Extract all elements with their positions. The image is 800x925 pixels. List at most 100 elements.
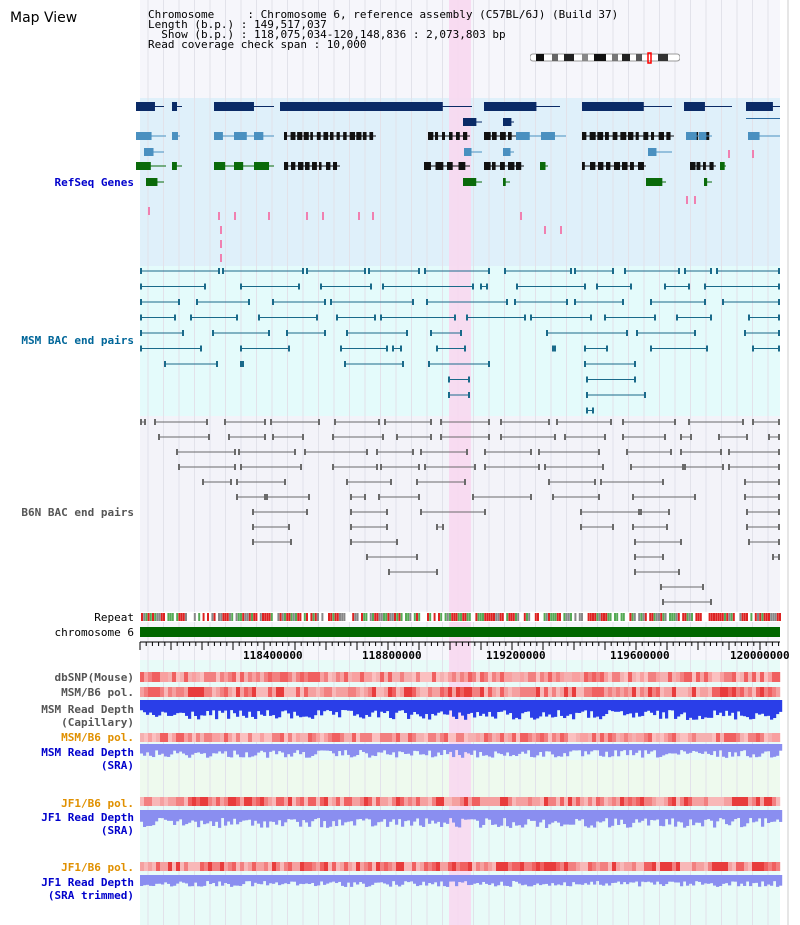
heat-cell [592, 672, 597, 682]
heat-cell [496, 733, 501, 742]
depth-bar [482, 744, 486, 756]
refseq-genes-layer[interactable] [136, 102, 780, 262]
heat-cell [508, 862, 513, 871]
depth-bar [275, 875, 279, 883]
heat-cell [396, 687, 401, 697]
heat-cell [656, 672, 661, 682]
depth-bar [497, 875, 501, 886]
b6n-bac-pair-end [778, 524, 780, 530]
depth-bar [674, 700, 678, 719]
depth-bar [407, 875, 411, 883]
heat-cell [740, 862, 745, 871]
heat-cell [408, 672, 413, 682]
heat-cell [376, 687, 381, 697]
b6n-bac-pair-end [332, 464, 334, 470]
depth-bar [599, 744, 603, 756]
heat-cell [688, 797, 693, 806]
depth-bar [704, 744, 708, 752]
heat-cell [644, 672, 649, 682]
heat-cell [444, 862, 449, 871]
chromosome-bar[interactable] [140, 627, 780, 637]
depth-bar [455, 875, 459, 887]
depth-bar [389, 744, 393, 755]
depth-bar [371, 700, 375, 713]
depth-bar [377, 700, 381, 718]
depth-bar [272, 700, 276, 716]
heat-cell [276, 687, 281, 697]
depth-bar [668, 875, 672, 882]
depth-bar [734, 700, 738, 720]
heat-cell [660, 733, 665, 742]
b6n-bac-pair-end [290, 539, 292, 545]
repeat-element [160, 613, 163, 621]
gene-exon [442, 132, 446, 140]
heat-cell [660, 797, 665, 806]
heat-cell [660, 672, 665, 682]
msm-bac-pair-end [778, 299, 780, 305]
heat-cell [284, 797, 289, 806]
depth-bar [668, 700, 672, 711]
b6n-bac-pair-end [488, 419, 490, 425]
depth-bar [254, 810, 258, 821]
depth-bar [293, 810, 297, 820]
b6n-bac-pair-end [580, 509, 582, 515]
msm-bac-pairs-layer[interactable] [140, 268, 780, 414]
msm-bac-pair-end [664, 283, 666, 290]
depth-bar [308, 810, 312, 827]
msm-bac-pair-end [448, 392, 450, 398]
depth-bar [590, 810, 594, 826]
depth-bar [548, 744, 552, 752]
heat-cell [764, 733, 769, 742]
repeat-track[interactable] [141, 613, 781, 621]
heat-cell [608, 687, 613, 697]
b6n-bac-pair-end [176, 449, 178, 455]
heat-cell [472, 797, 477, 806]
heat-cell [452, 687, 457, 697]
heat-cell [724, 797, 729, 806]
depth-bar [179, 700, 183, 713]
repeat-element [609, 613, 612, 621]
depth-bar [518, 700, 522, 720]
heat-cell [696, 672, 701, 682]
b6n-bac-pair-end [154, 419, 156, 425]
heat-cell [384, 672, 389, 682]
depth-bar [644, 875, 648, 883]
depth-bar [377, 744, 381, 753]
depth-bar [341, 875, 345, 886]
heat-cell [332, 687, 337, 697]
heat-cell [776, 687, 781, 697]
heat-cell [516, 797, 521, 806]
repeat-element [770, 613, 773, 621]
heat-cell [708, 687, 713, 697]
depth-bar [539, 875, 543, 886]
coverage-tracks[interactable] [140, 672, 783, 887]
heat-cell [728, 862, 733, 871]
b6n-bac-pairs-layer[interactable] [140, 419, 780, 605]
heat-cell [680, 687, 685, 697]
depth-bar [506, 810, 510, 827]
heat-cell [320, 687, 325, 697]
repeat-element [275, 613, 278, 621]
heat-cell [376, 797, 381, 806]
depth-bar [587, 700, 591, 718]
depth-bar [353, 744, 357, 757]
msm-bac-pair-end [586, 407, 588, 414]
repeat-element [449, 613, 451, 621]
repeat-element [440, 613, 443, 621]
heat-cell [760, 733, 765, 742]
repeat-element [730, 613, 733, 621]
repeat-element [719, 613, 722, 621]
heat-cell [320, 733, 325, 742]
heat-cell [404, 862, 409, 871]
repeat-element [446, 613, 449, 621]
heat-cell [688, 687, 693, 697]
chromosome-ideogram[interactable] [530, 52, 680, 64]
depth-bar [521, 875, 525, 886]
depth-bar [314, 744, 318, 755]
heat-cell [656, 687, 661, 697]
depth-bar [152, 700, 156, 716]
depth-bar [455, 700, 459, 719]
msm-bac-pair-end [488, 361, 490, 367]
depth-bar [314, 875, 318, 887]
